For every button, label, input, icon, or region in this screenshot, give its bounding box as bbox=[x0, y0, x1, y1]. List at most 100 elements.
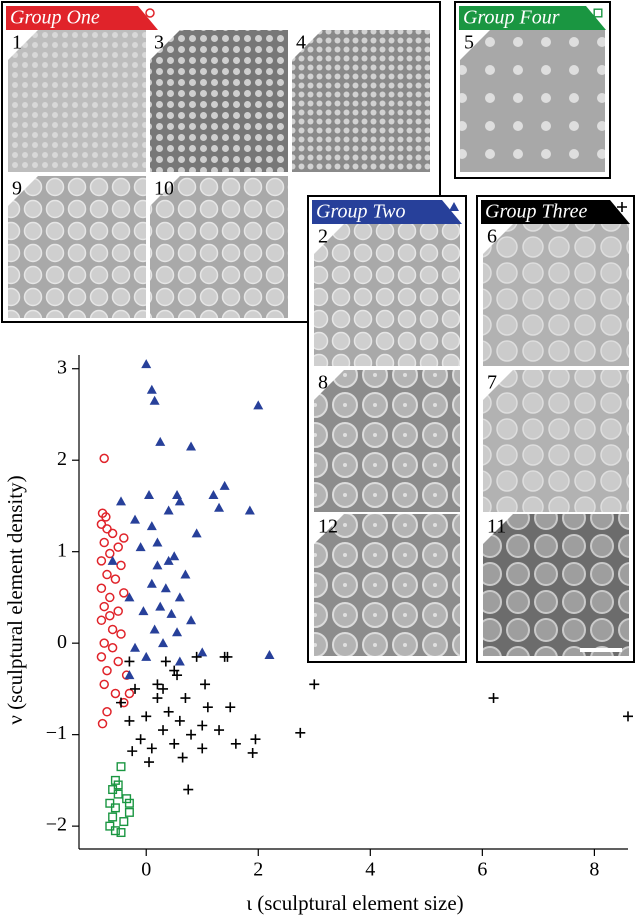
data-point bbox=[124, 807, 134, 817]
group-panel: Group Three 6 7 11 bbox=[476, 195, 635, 663]
data-point bbox=[110, 688, 121, 699]
data-point bbox=[214, 502, 225, 512]
data-point bbox=[146, 384, 157, 394]
data-point bbox=[116, 560, 126, 571]
data-point bbox=[124, 688, 135, 699]
data-point bbox=[105, 821, 115, 831]
data-point bbox=[96, 583, 107, 594]
specimen-image bbox=[150, 176, 288, 318]
data-point bbox=[124, 798, 134, 808]
data-point bbox=[113, 542, 123, 552]
data-point bbox=[152, 537, 163, 547]
specimen-number: 10 bbox=[154, 178, 174, 200]
specimen-number: 8 bbox=[318, 372, 328, 394]
data-point bbox=[99, 453, 109, 464]
data-point bbox=[166, 608, 177, 618]
specimen-number: 11 bbox=[487, 516, 506, 538]
data-point bbox=[160, 583, 171, 593]
data-point bbox=[244, 505, 255, 515]
group-badge bbox=[312, 200, 462, 224]
data-point bbox=[174, 715, 185, 726]
data-point bbox=[191, 528, 202, 538]
data-point bbox=[144, 757, 155, 768]
tile-corner bbox=[314, 370, 344, 400]
data-point bbox=[141, 359, 152, 369]
data-point bbox=[222, 651, 233, 662]
data-point bbox=[177, 752, 188, 763]
data-point bbox=[172, 489, 183, 499]
specimen-number: 7 bbox=[487, 372, 497, 394]
specimen-number: 1 bbox=[12, 32, 22, 54]
data-point bbox=[108, 812, 118, 822]
data-point bbox=[200, 679, 211, 690]
data-point bbox=[149, 624, 160, 634]
tile-corner bbox=[483, 370, 513, 400]
data-point bbox=[105, 798, 115, 808]
specimen-image bbox=[292, 30, 430, 172]
data-point bbox=[146, 743, 157, 754]
tile-corner bbox=[460, 30, 490, 60]
group-badge bbox=[6, 6, 158, 30]
x-tick-label: 4 bbox=[365, 859, 375, 881]
tile-corner bbox=[150, 30, 180, 60]
data-point bbox=[253, 400, 264, 410]
group-name: Group One bbox=[10, 7, 100, 29]
tile-corner bbox=[150, 176, 180, 206]
data-point bbox=[180, 569, 191, 579]
data-point bbox=[107, 555, 118, 565]
y-tick-label: −2 bbox=[46, 814, 67, 836]
data-point bbox=[247, 747, 258, 758]
data-point bbox=[101, 512, 111, 522]
data-point bbox=[488, 693, 499, 704]
data-point bbox=[130, 514, 141, 524]
data-point bbox=[99, 679, 109, 690]
data-point bbox=[174, 656, 185, 666]
data-point bbox=[158, 638, 169, 648]
data-point bbox=[105, 610, 115, 621]
specimen-number: 2 bbox=[318, 226, 328, 248]
data-point bbox=[102, 707, 112, 717]
data-point bbox=[130, 642, 141, 652]
y-axis-label: ν (sculptural element density) bbox=[3, 475, 27, 724]
data-point bbox=[96, 519, 107, 529]
data-point bbox=[186, 729, 197, 740]
data-point bbox=[172, 670, 183, 681]
data-point bbox=[146, 521, 157, 531]
data-point bbox=[197, 720, 208, 731]
specimen-image bbox=[314, 224, 460, 366]
data-point bbox=[99, 601, 109, 612]
data-point bbox=[186, 441, 197, 451]
badge-marker bbox=[617, 202, 627, 212]
badge-marker bbox=[593, 8, 603, 18]
group-name: Group Three bbox=[485, 201, 588, 223]
data-point bbox=[144, 489, 155, 499]
data-point bbox=[141, 711, 152, 722]
data-point bbox=[141, 651, 152, 661]
data-point bbox=[163, 706, 174, 717]
badge-corner bbox=[138, 6, 158, 30]
data-point bbox=[202, 702, 213, 713]
data-point bbox=[152, 679, 163, 690]
group-panel: Group Two 2 8 12 bbox=[307, 195, 467, 663]
data-point bbox=[110, 803, 120, 813]
y-tick-label: 0 bbox=[57, 631, 67, 653]
specimen-image bbox=[150, 30, 288, 172]
specimen-image bbox=[483, 370, 629, 512]
data-point bbox=[113, 656, 123, 667]
data-point bbox=[158, 725, 169, 736]
data-point bbox=[108, 785, 118, 795]
data-point bbox=[110, 775, 120, 785]
data-point bbox=[107, 642, 118, 653]
data-point bbox=[172, 627, 183, 637]
data-point bbox=[119, 588, 129, 598]
data-point bbox=[105, 548, 115, 559]
data-point bbox=[149, 395, 160, 405]
data-point bbox=[99, 537, 109, 548]
x-tick-label: 0 bbox=[141, 859, 151, 881]
data-point bbox=[180, 693, 191, 704]
data-point bbox=[116, 697, 127, 708]
data-point bbox=[113, 780, 123, 790]
tile-corner bbox=[8, 176, 38, 206]
